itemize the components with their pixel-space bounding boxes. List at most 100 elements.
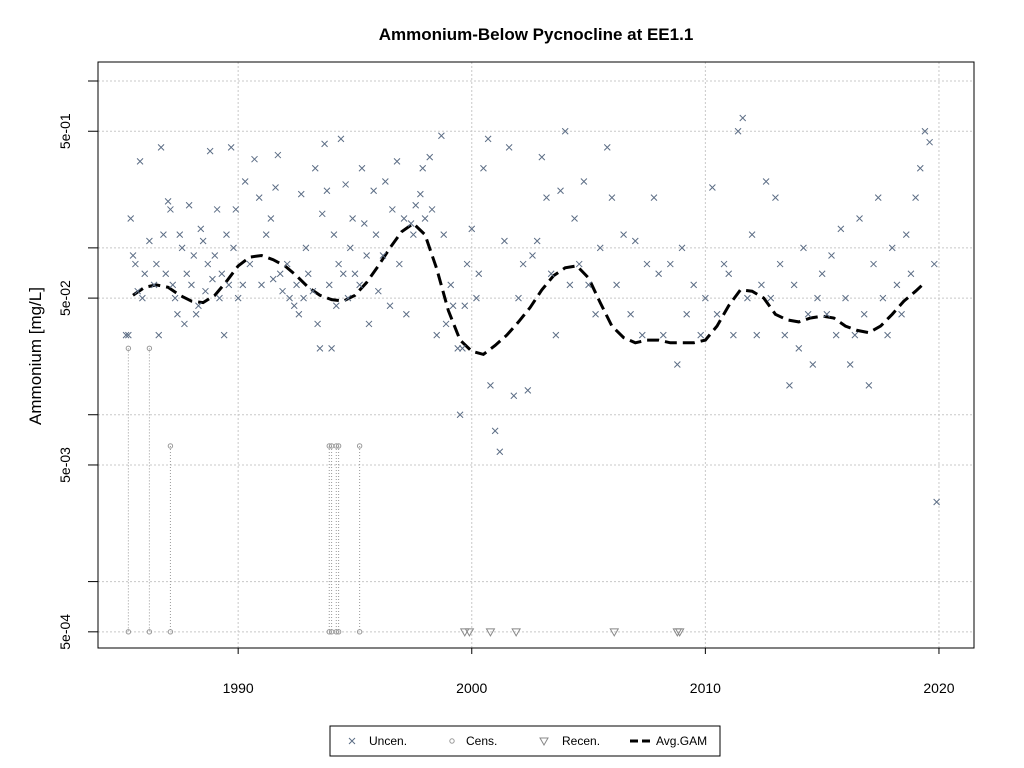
uncensored-point <box>596 244 604 252</box>
uncensored-point <box>837 225 845 233</box>
uncensored-point <box>491 427 499 435</box>
uncensored-point <box>519 260 527 268</box>
censored-point <box>125 629 132 635</box>
uncensored-point <box>174 310 181 318</box>
uncensored-point <box>192 310 200 318</box>
uncensored-point <box>748 231 756 239</box>
uncensored-point <box>818 270 826 278</box>
uncensored-point <box>314 320 321 328</box>
uncensored-point <box>218 270 226 278</box>
uncensored-point <box>223 231 230 239</box>
uncensored-point <box>856 215 863 222</box>
uncensored-point <box>650 194 658 201</box>
uncensored-point <box>286 294 293 302</box>
recensored-point <box>485 628 496 637</box>
uncensored-point <box>529 252 536 259</box>
uncensored-point <box>690 281 698 289</box>
uncensored-point <box>860 310 868 318</box>
uncensored-point <box>139 294 146 302</box>
uncensored-point <box>360 220 368 227</box>
uncensored-point <box>571 215 578 222</box>
uncensored-point <box>155 331 163 339</box>
uncensored-point <box>823 310 831 318</box>
uncensored-point <box>141 270 149 278</box>
uncensored-point <box>379 252 387 259</box>
recensored-point <box>511 628 522 637</box>
uncensored-point <box>496 448 504 456</box>
uncensored-point <box>524 387 532 394</box>
uncensored-point <box>547 270 555 278</box>
uncensored-point <box>912 194 919 201</box>
uncensored-point <box>557 187 564 195</box>
censored-point <box>335 629 342 635</box>
censored-point <box>356 629 363 635</box>
uncensored-point <box>302 244 310 252</box>
uncensored-point <box>195 302 202 310</box>
recensored-point <box>459 628 470 637</box>
uncensored-point <box>225 281 233 289</box>
uncensored-point <box>365 320 373 328</box>
y-tick-label: 5e-01 <box>57 113 73 149</box>
uncensored-point <box>592 310 599 318</box>
uncensored-point <box>202 287 209 295</box>
legend: Uncen. Cens. Recen. Avg.GAM <box>329 725 721 757</box>
uncensored-point <box>269 275 277 283</box>
legend-box <box>329 725 721 757</box>
uncensored-point <box>659 331 667 339</box>
uncensored-point <box>447 281 455 289</box>
uncensored-point <box>487 382 494 389</box>
uncensored-point <box>279 287 286 295</box>
uncensored-point <box>129 252 137 259</box>
uncensored-point <box>758 281 765 289</box>
uncensored-point <box>297 190 305 198</box>
uncensored-point <box>295 310 303 318</box>
uncensored-point <box>865 382 873 389</box>
uncensored-point <box>790 281 798 289</box>
uncensored-point <box>162 270 170 278</box>
censored-point <box>167 629 174 635</box>
uncensored-point <box>351 270 359 278</box>
x-tick-label: 2000 <box>456 680 487 696</box>
uncensored-point <box>349 215 356 222</box>
uncensored-point <box>603 144 611 151</box>
y-tick-label: 5e-04 <box>57 614 73 650</box>
uncensored-point <box>388 206 396 213</box>
x-tick-label: 1990 <box>223 680 254 696</box>
recensored-point <box>674 628 685 637</box>
censored-upper-point <box>167 443 174 449</box>
uncensored-point <box>230 244 237 252</box>
uncensored-point <box>739 114 747 122</box>
uncensored-point <box>136 158 144 165</box>
x-tick-label: 2010 <box>690 680 721 696</box>
uncensored-point <box>321 140 328 148</box>
uncensored-point <box>762 178 770 185</box>
uncensored-point <box>697 331 705 339</box>
uncensored-point <box>337 135 345 143</box>
uncensored-point <box>272 184 279 191</box>
uncensored-point <box>274 151 282 159</box>
uncensored-point <box>456 411 464 419</box>
uncensored-point <box>330 231 338 239</box>
uncensored-point <box>125 331 132 339</box>
uncensored-point <box>241 178 249 185</box>
uncensored-point <box>463 260 471 268</box>
uncensored-point <box>234 294 242 302</box>
uncensored-point <box>346 244 354 252</box>
censored-point <box>146 629 153 635</box>
uncensored-point <box>515 294 522 302</box>
uncensored-point <box>781 331 789 339</box>
uncensored-point <box>220 331 228 339</box>
uncensored-point <box>655 270 662 278</box>
chart-title: Ammonium-Below Pycnocline at EE1.1 <box>379 25 694 44</box>
data-points <box>122 114 940 637</box>
uncensored-point <box>561 127 569 135</box>
legend-label: Recen. <box>562 734 600 748</box>
y-tick-label: 5e-02 <box>57 280 73 316</box>
uncensored-point <box>311 164 319 172</box>
y-tick-label: 5e-03 <box>57 447 73 483</box>
uncensored-point <box>164 198 172 205</box>
uncensored-point <box>332 302 340 310</box>
censored-upper-point <box>335 443 342 449</box>
uncensored-point <box>344 294 352 302</box>
uncensored-point <box>538 153 546 161</box>
